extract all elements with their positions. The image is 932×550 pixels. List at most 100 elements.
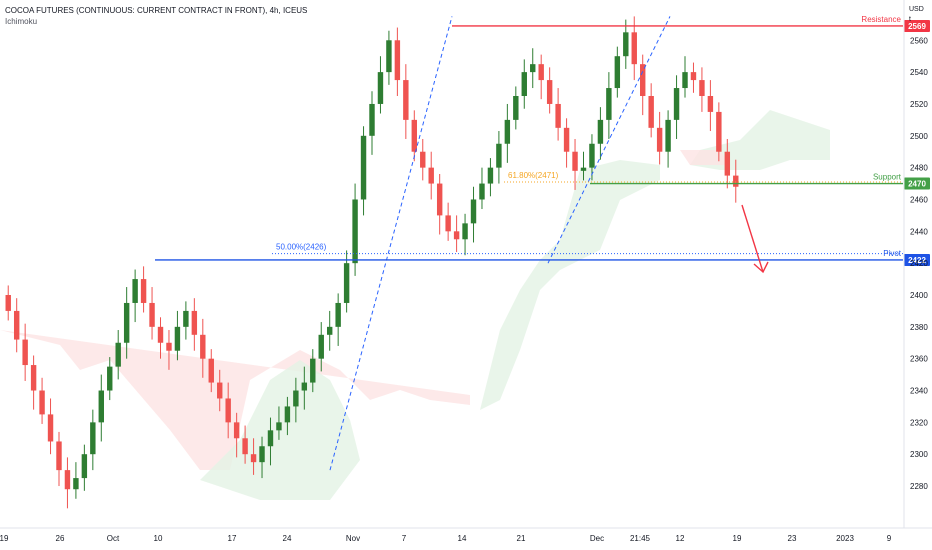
candle bbox=[242, 425, 248, 464]
candle bbox=[606, 72, 612, 139]
indicator-label[interactable]: Ichimoku bbox=[5, 17, 38, 26]
chart-title: COCOA FUTURES (CONTINUOUS: CURRENT CONTR… bbox=[5, 6, 308, 15]
candle-body bbox=[107, 366, 113, 391]
candle bbox=[640, 54, 646, 116]
candle bbox=[487, 158, 494, 197]
candle-body bbox=[690, 72, 697, 81]
y-tick-label: 2560 bbox=[910, 36, 928, 45]
candle bbox=[56, 431, 62, 487]
candle bbox=[318, 322, 324, 372]
candle-body bbox=[115, 342, 121, 367]
candle bbox=[496, 131, 502, 184]
candle bbox=[453, 215, 460, 253]
candle bbox=[30, 355, 37, 410]
cloud-area-4 bbox=[680, 150, 730, 165]
candle bbox=[115, 330, 121, 380]
candle bbox=[386, 30, 392, 85]
candle bbox=[90, 409, 96, 471]
candle-body bbox=[411, 119, 418, 152]
candle-body bbox=[420, 151, 426, 168]
candle bbox=[267, 417, 274, 466]
x-tick-label: 9 bbox=[887, 534, 892, 543]
x-tick-label: Oct bbox=[107, 534, 120, 543]
candle bbox=[250, 438, 257, 475]
candle bbox=[208, 349, 214, 393]
candle-body bbox=[394, 40, 401, 81]
x-tick-label: 26 bbox=[56, 534, 65, 543]
candle-body bbox=[335, 302, 341, 327]
candle-body bbox=[166, 342, 172, 351]
candle bbox=[5, 285, 11, 321]
candle bbox=[335, 293, 341, 346]
candle bbox=[724, 138, 731, 189]
x-tick-label: 14 bbox=[458, 534, 467, 543]
candle bbox=[73, 462, 79, 499]
candle bbox=[436, 174, 443, 235]
candle bbox=[343, 250, 350, 313]
candle-body bbox=[462, 223, 468, 240]
candle-body bbox=[377, 72, 384, 104]
candle-body bbox=[428, 167, 434, 184]
candle-body bbox=[699, 80, 705, 96]
candle-body bbox=[403, 80, 409, 120]
candle bbox=[411, 110, 418, 162]
candle bbox=[580, 151, 587, 181]
y-tick-label: 2500 bbox=[910, 132, 928, 141]
x-tick-label: 17 bbox=[228, 534, 237, 543]
candle-body bbox=[453, 231, 460, 240]
projection-arrow bbox=[741, 204, 764, 273]
candle-body bbox=[352, 199, 358, 264]
candle bbox=[233, 412, 240, 458]
candle bbox=[420, 138, 426, 181]
y-tick-label: 2360 bbox=[910, 355, 928, 364]
candle bbox=[132, 269, 138, 323]
price-badge-bg-pivot bbox=[904, 253, 930, 266]
y-tick-label: 2340 bbox=[910, 387, 928, 396]
candle-body bbox=[589, 143, 595, 168]
price-badge-support: 2470 bbox=[908, 180, 926, 189]
candle bbox=[538, 54, 544, 100]
candle-body bbox=[149, 302, 155, 327]
candle-body bbox=[123, 302, 130, 343]
arrow-head bbox=[753, 261, 769, 274]
candle-body bbox=[606, 88, 612, 120]
cloud-area-2 bbox=[480, 160, 660, 410]
candle-body bbox=[470, 199, 477, 224]
candle-body bbox=[301, 382, 308, 391]
candle bbox=[462, 213, 468, 256]
x-tick-label: 21 bbox=[517, 534, 526, 543]
currency-unit: USD bbox=[909, 6, 924, 13]
candle bbox=[310, 349, 316, 393]
candle-body bbox=[140, 279, 147, 303]
candle-body bbox=[673, 88, 680, 120]
candle-body bbox=[326, 326, 333, 335]
candle bbox=[504, 103, 511, 163]
candle-body bbox=[318, 334, 324, 359]
candle bbox=[665, 110, 671, 168]
candle bbox=[107, 357, 113, 401]
candle bbox=[682, 56, 688, 98]
candle-body bbox=[217, 382, 223, 399]
candle-body bbox=[504, 119, 511, 144]
price-badge-bg-support bbox=[904, 177, 930, 190]
candle-body bbox=[81, 454, 88, 479]
price-badge-resistance: 2569 bbox=[908, 22, 926, 31]
x-tick-label: 21:45 bbox=[630, 534, 651, 543]
candle bbox=[403, 64, 409, 139]
candle-body bbox=[276, 422, 282, 431]
y-tick-label: 2420 bbox=[910, 259, 928, 268]
candle bbox=[572, 138, 578, 190]
candle bbox=[166, 330, 172, 370]
candle bbox=[174, 310, 181, 361]
candle-body bbox=[538, 64, 544, 81]
candle-body bbox=[200, 334, 206, 359]
candle bbox=[39, 377, 45, 424]
candle-body bbox=[225, 398, 231, 423]
candle-body bbox=[656, 127, 663, 152]
candle-body bbox=[614, 56, 621, 89]
candle-body bbox=[640, 64, 646, 96]
candle bbox=[597, 107, 604, 160]
candle-body bbox=[597, 119, 604, 144]
